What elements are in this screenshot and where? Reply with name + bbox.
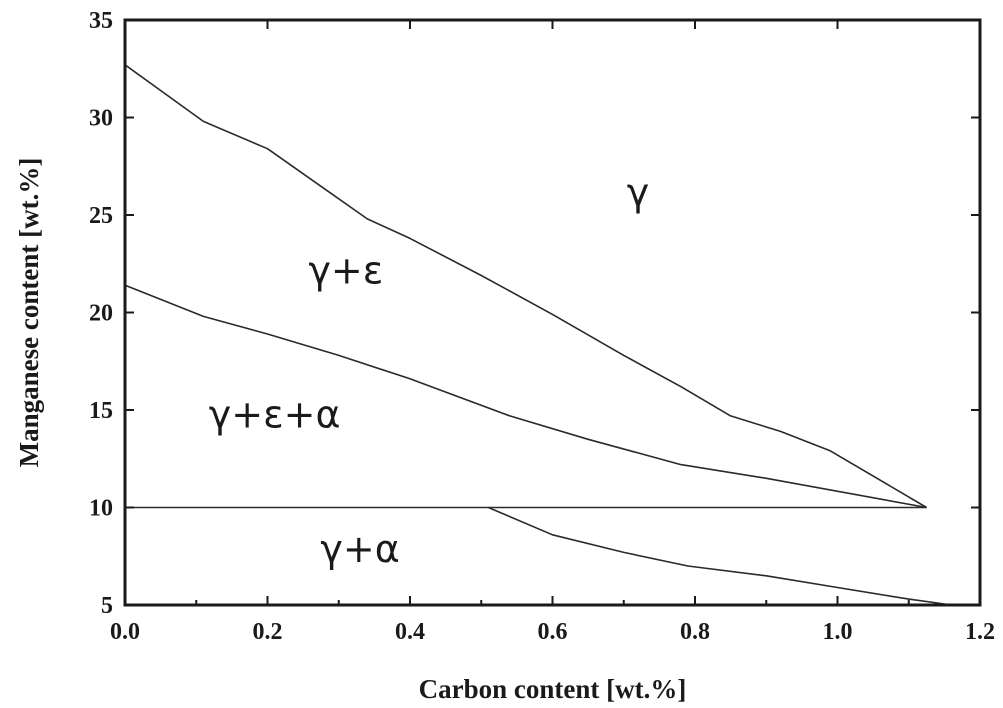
phase-boundary-line-4 — [488, 506, 952, 606]
x-tick-label: 1.0 — [823, 619, 853, 645]
y-tick-label: 5 — [101, 593, 113, 619]
y-tick-label: 25 — [89, 203, 113, 229]
y-tick-label: 30 — [89, 106, 113, 132]
x-axis-title: Carbon content [wt.%] — [419, 674, 687, 704]
region-label-2: γ+ε — [308, 248, 383, 292]
y-tick-label: 35 — [89, 8, 113, 34]
region-labels: γ γ+ε γ+ε+α γ+α — [209, 170, 650, 571]
phase-boundaries — [124, 64, 952, 606]
region-label-1: γ — [627, 170, 650, 214]
x-tick-label: 0.8 — [680, 619, 710, 645]
y-tick-label: 20 — [89, 301, 113, 327]
plot-frame — [123, 18, 982, 607]
x-tick-label: 0.4 — [395, 619, 425, 645]
y-tick-label: 10 — [89, 496, 113, 522]
x-tick-label: 1.2 — [965, 619, 995, 645]
y-tick-labels: 5 10 15 20 25 30 35 — [89, 8, 113, 619]
phase-boundary-line-1 — [124, 64, 928, 509]
region-label-4: γ+α — [320, 527, 399, 571]
y-axis-title: Manganese content [wt.%] — [14, 158, 44, 468]
x-tick-labels: 0.0 0.2 0.4 0.6 0.8 1.0 1.2 — [110, 619, 995, 645]
axis-ticks — [124, 19, 981, 606]
x-tick-label: 0.6 — [538, 619, 568, 645]
x-tick-label: 0.0 — [110, 619, 140, 645]
y-tick-label: 15 — [89, 398, 113, 424]
phase-boundary-line-2 — [124, 284, 927, 509]
x-tick-label: 0.2 — [253, 619, 283, 645]
region-label-3: γ+ε+α — [209, 393, 341, 437]
